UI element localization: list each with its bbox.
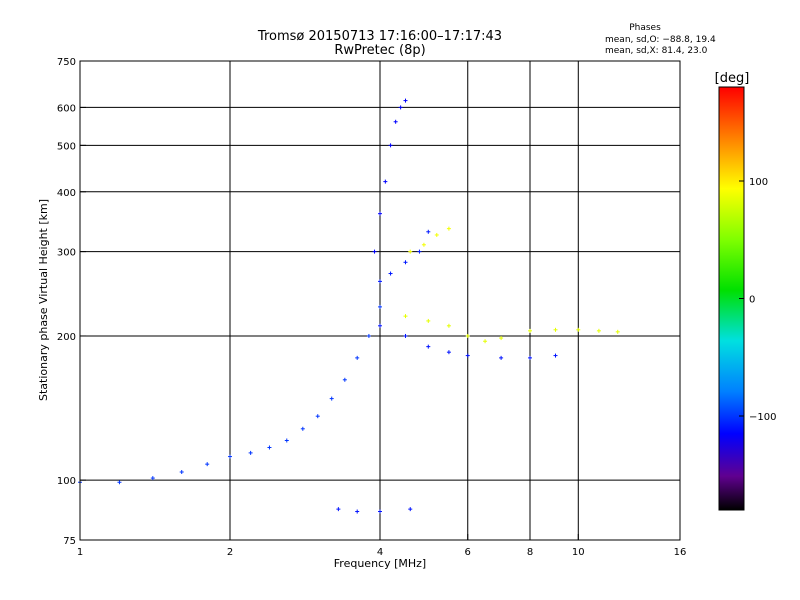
colorbar-tick-label: 0	[749, 295, 755, 306]
phases-stats: Phases mean, sd,O: −88.8, 19.4 mean, sd,…	[605, 23, 716, 56]
y-tick-label: 75	[63, 536, 76, 547]
x-tick-label: 2	[227, 547, 233, 558]
grid	[80, 61, 680, 540]
phases-x-line: mean, sd,X: 81.4, 23.0	[605, 46, 708, 56]
colorbar-tick-label: −100	[749, 412, 776, 423]
x-tick-label: 4	[377, 547, 383, 558]
y-tick-label: 500	[57, 141, 76, 152]
plot-area: 1 2 4 6 8 10 16 75 100 200 300 400 500 600 750	[57, 57, 686, 558]
x-tick-label: 8	[527, 547, 533, 558]
phases-heading: Phases	[629, 23, 661, 33]
y-tick-label: 600	[57, 103, 76, 114]
data-points	[78, 98, 620, 514]
y-axis-ticks: 75 100 200 300 400 500 600 750	[57, 57, 86, 547]
colorbar: [deg] 100 0 −100	[715, 71, 776, 511]
title-line-2: RwPretec (8p)	[334, 43, 425, 58]
y-tick-label: 200	[57, 332, 76, 343]
colorbar-ticks: 100 0 −100	[739, 177, 776, 423]
colorbar-unit-label: [deg]	[715, 71, 750, 86]
y-axis-label: Stationary phase Virtual Height [km]	[37, 199, 50, 401]
y-tick-label: 750	[57, 57, 76, 68]
x-tick-label: 1	[77, 547, 83, 558]
y-tick-label: 300	[57, 248, 76, 259]
title-line-1: Tromsø 20150713 17:16:00–17:17:43	[257, 29, 502, 44]
x-axis-label: Frequency [MHz]	[334, 557, 426, 570]
figure-title: Tromsø 20150713 17:16:00–17:17:43 RwPret…	[257, 29, 502, 58]
y-tick-label: 100	[57, 476, 76, 487]
x-tick-label: 10	[572, 547, 585, 558]
y-tick-label: 400	[57, 188, 76, 199]
colorbar-tick-label: 100	[749, 177, 768, 188]
x-tick-label: 16	[674, 547, 687, 558]
x-axis-ticks: 1 2 4 6 8 10 16	[77, 534, 687, 558]
x-tick-label: 6	[465, 547, 471, 558]
phases-o-line: mean, sd,O: −88.8, 19.4	[605, 35, 716, 45]
